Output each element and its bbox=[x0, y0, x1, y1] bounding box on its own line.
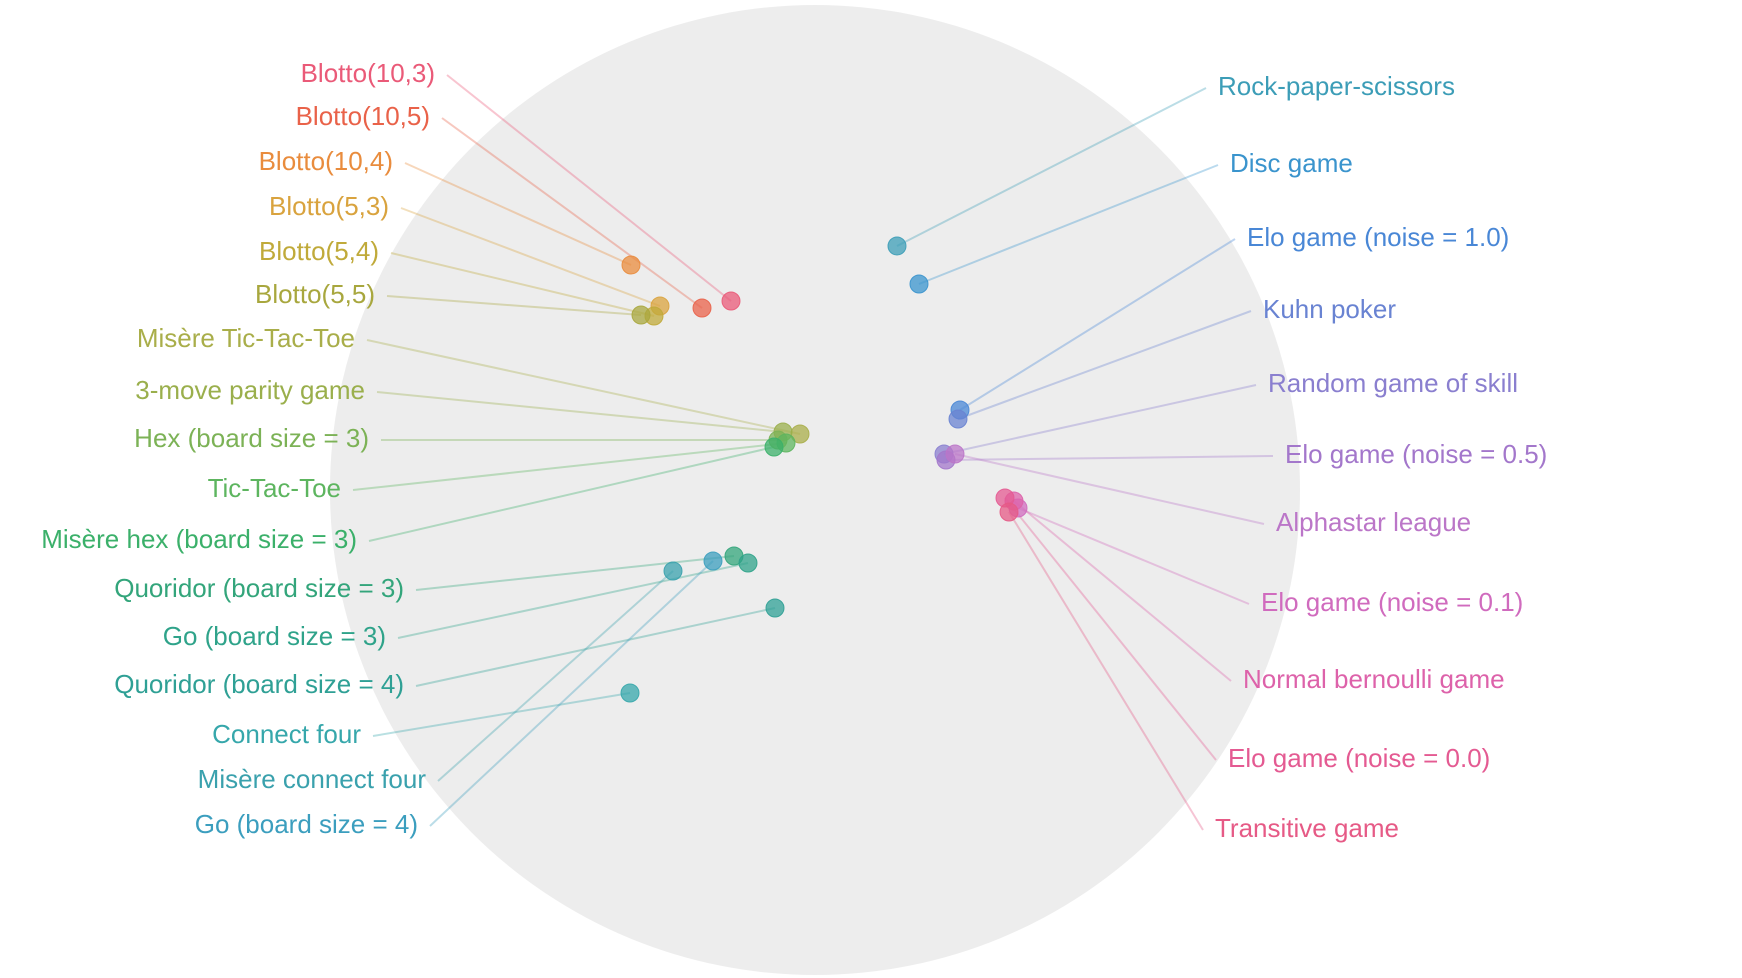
label-misere-hex-3: Misère hex (board size = 3) bbox=[41, 524, 357, 554]
label-disc: Disc game bbox=[1230, 148, 1353, 178]
point-blotto-10-3 bbox=[722, 292, 740, 310]
label-blotto-5-5: Blotto(5,5) bbox=[255, 279, 375, 309]
point-transitive bbox=[1000, 503, 1018, 521]
point-go-3 bbox=[739, 554, 757, 572]
label-blotto-10-5: Blotto(10,5) bbox=[296, 101, 430, 131]
point-disc bbox=[910, 275, 928, 293]
label-alphastar: Alphastar league bbox=[1276, 507, 1471, 537]
label-elo-0-1: Elo game (noise = 0.1) bbox=[1261, 587, 1523, 617]
label-elo-0-0: Elo game (noise = 0.0) bbox=[1228, 743, 1490, 773]
point-blotto-5-5 bbox=[632, 306, 650, 324]
label-blotto-10-4: Blotto(10,4) bbox=[259, 146, 393, 176]
label-parity-3: 3-move parity game bbox=[135, 375, 365, 405]
label-ttt: Tic-Tac-Toe bbox=[208, 473, 341, 503]
label-go-3: Go (board size = 3) bbox=[163, 621, 386, 651]
label-blotto-10-3: Blotto(10,3) bbox=[301, 58, 435, 88]
label-elo-0-5: Elo game (noise = 0.5) bbox=[1285, 439, 1547, 469]
point-misere-c4 bbox=[664, 562, 682, 580]
point-misere-hex-3 bbox=[765, 438, 783, 456]
point-go-4 bbox=[704, 552, 722, 570]
label-rand-skill: Random game of skill bbox=[1268, 368, 1518, 398]
label-go-4: Go (board size = 4) bbox=[195, 809, 418, 839]
point-connect-four bbox=[621, 684, 639, 702]
label-kuhn: Kuhn poker bbox=[1263, 294, 1396, 324]
point-rps bbox=[888, 237, 906, 255]
label-misere-c4: Misère connect four bbox=[198, 764, 427, 794]
label-blotto-5-3: Blotto(5,3) bbox=[269, 191, 389, 221]
label-bernoulli: Normal bernoulli game bbox=[1243, 664, 1505, 694]
point-alphastar bbox=[946, 445, 964, 463]
label-misere-ttt: Misère Tic-Tac-Toe bbox=[137, 323, 355, 353]
point-kuhn bbox=[949, 410, 967, 428]
label-elo-1-0: Elo game (noise = 1.0) bbox=[1247, 222, 1509, 252]
scatter-label-chart: Blotto(10,3) Blotto(10,5) Blotto(10,4) Blot… bbox=[0, 0, 1742, 978]
point-blotto-10-5 bbox=[693, 299, 711, 317]
background-disc bbox=[330, 5, 1300, 975]
label-quoridor-4: Quoridor (board size = 4) bbox=[114, 669, 404, 699]
point-quoridor-4 bbox=[766, 599, 784, 617]
label-transitive: Transitive game bbox=[1215, 813, 1399, 843]
label-rps: Rock-paper-scissors bbox=[1218, 71, 1455, 101]
label-blotto-5-4: Blotto(5,4) bbox=[259, 236, 379, 266]
label-quoridor-3: Quoridor (board size = 3) bbox=[114, 573, 404, 603]
label-hex-3: Hex (board size = 3) bbox=[134, 423, 369, 453]
label-connect-four: Connect four bbox=[212, 719, 361, 749]
point-blotto-10-4 bbox=[622, 256, 640, 274]
